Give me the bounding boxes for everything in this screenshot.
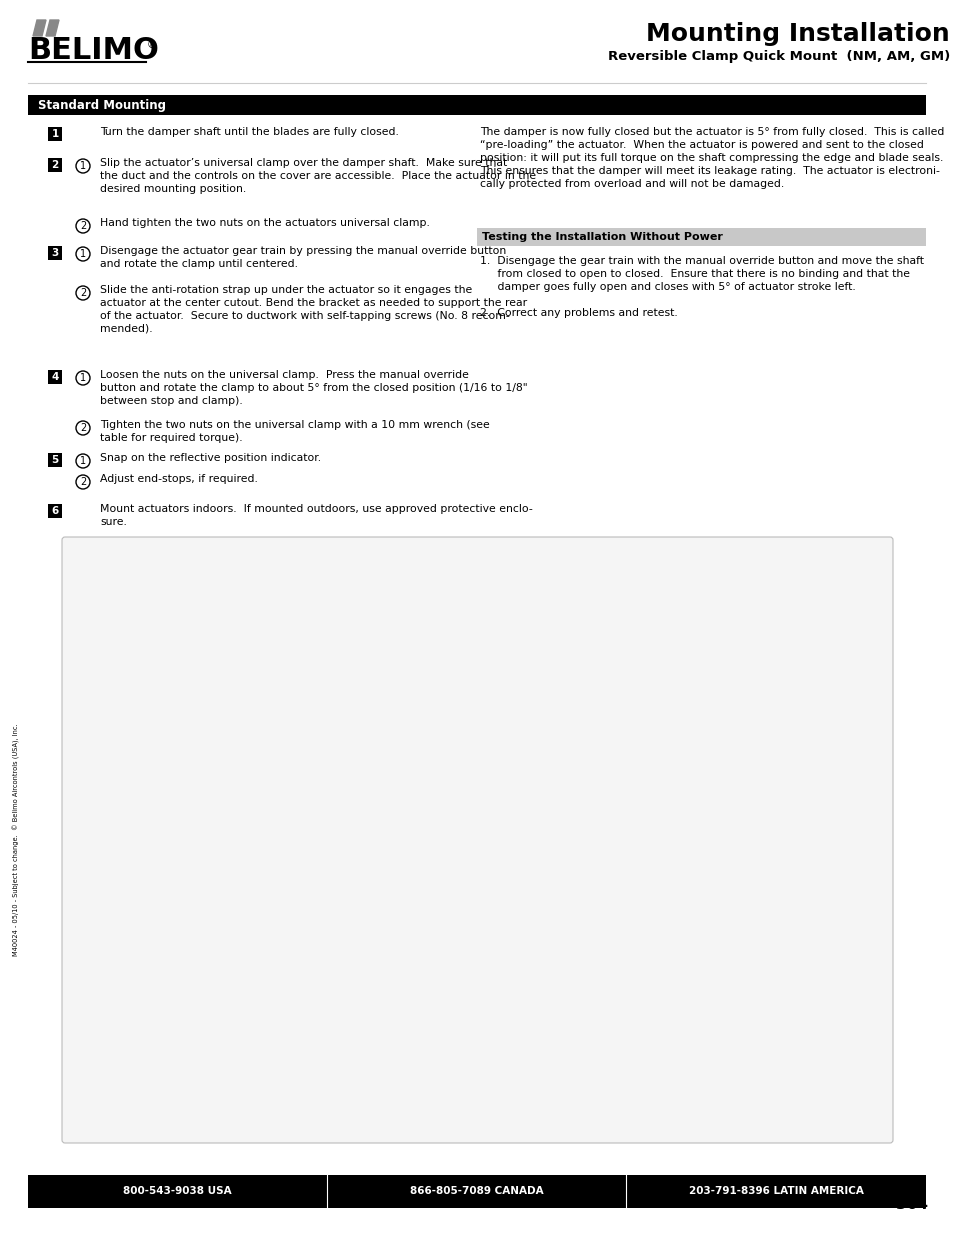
Text: Adjust end-stops, if required.: Adjust end-stops, if required. — [100, 474, 257, 484]
Text: 203-791-8396 LATIN AMERICA: 203-791-8396 LATIN AMERICA — [688, 1186, 862, 1195]
Bar — [48, 453, 62, 467]
Text: Tighten the two nuts on the universal clamp with a 10 mm wrench (see
table for r: Tighten the two nuts on the universal cl… — [100, 420, 489, 443]
Text: M40024 - 05/10 - Subject to change.  © Belimo Aircontrols (USA), Inc.: M40024 - 05/10 - Subject to change. © Be… — [12, 724, 20, 956]
Text: Standard Mounting: Standard Mounting — [38, 99, 166, 111]
Text: Mount actuators indoors.  If mounted outdoors, use approved protective enclo-
su: Mount actuators indoors. If mounted outd… — [100, 504, 532, 527]
Text: Loosen the nuts on the universal clamp.  Press the manual override
button and ro: Loosen the nuts on the universal clamp. … — [100, 370, 527, 405]
Bar — [28, 1174, 925, 1208]
Text: Testing the Installation Without Power: Testing the Installation Without Power — [481, 232, 722, 242]
Text: 1: 1 — [51, 128, 58, 140]
Bar — [48, 370, 62, 384]
Bar — [48, 158, 62, 172]
Text: 2: 2 — [51, 161, 58, 170]
Text: 5: 5 — [51, 454, 58, 466]
Bar — [48, 246, 62, 261]
Text: Slip the actuator’s universal clamp over the damper shaft.  Make sure that
the d: Slip the actuator’s universal clamp over… — [100, 158, 536, 194]
Text: Snap on the reflective position indicator.: Snap on the reflective position indicato… — [100, 453, 321, 463]
Text: 1: 1 — [80, 161, 86, 170]
Text: 2: 2 — [80, 424, 86, 433]
Text: 866-805-7089 CANADA: 866-805-7089 CANADA — [410, 1186, 543, 1195]
Text: Reversible Clamp Quick Mount  (NM, AM, GM): Reversible Clamp Quick Mount (NM, AM, GM… — [607, 49, 949, 63]
Text: Mounting Installation: Mounting Installation — [645, 22, 949, 46]
Text: 800-543-9038 USA: 800-543-9038 USA — [123, 1186, 231, 1195]
Text: 1.  Disengage the gear train with the manual override button and move the shaft
: 1. Disengage the gear train with the man… — [479, 256, 923, 293]
Text: 4: 4 — [51, 372, 59, 382]
Bar — [28, 95, 925, 115]
Text: 2: 2 — [80, 221, 86, 231]
Polygon shape — [33, 20, 46, 36]
FancyBboxPatch shape — [62, 537, 892, 1144]
Bar — [476, 228, 925, 246]
Text: Turn the damper shaft until the blades are fully closed.: Turn the damper shaft until the blades a… — [100, 127, 398, 137]
Text: BELIMO: BELIMO — [28, 36, 159, 65]
Text: 3: 3 — [51, 248, 58, 258]
Text: 1: 1 — [80, 456, 86, 466]
Bar — [48, 127, 62, 141]
Text: 2.  Correct any problems and retest.: 2. Correct any problems and retest. — [479, 308, 677, 317]
Text: 2: 2 — [80, 288, 86, 298]
Text: Disengage the actuator gear train by pressing the manual override button
and rot: Disengage the actuator gear train by pre… — [100, 246, 506, 269]
Text: 364: 364 — [895, 1197, 927, 1212]
Text: ®: ® — [147, 40, 156, 49]
Text: Hand tighten the two nuts on the actuators universal clamp.: Hand tighten the two nuts on the actuato… — [100, 219, 430, 228]
Text: Slide the anti-rotation strap up under the actuator so it engages the
actuator a: Slide the anti-rotation strap up under t… — [100, 285, 527, 333]
Text: 1: 1 — [80, 373, 86, 383]
Polygon shape — [46, 20, 59, 36]
Text: The damper is now fully closed but the actuator is 5° from fully closed.  This i: The damper is now fully closed but the a… — [479, 127, 943, 189]
Text: 6: 6 — [51, 506, 58, 516]
Text: 2: 2 — [80, 477, 86, 487]
Bar — [48, 504, 62, 517]
Text: 1: 1 — [80, 249, 86, 259]
